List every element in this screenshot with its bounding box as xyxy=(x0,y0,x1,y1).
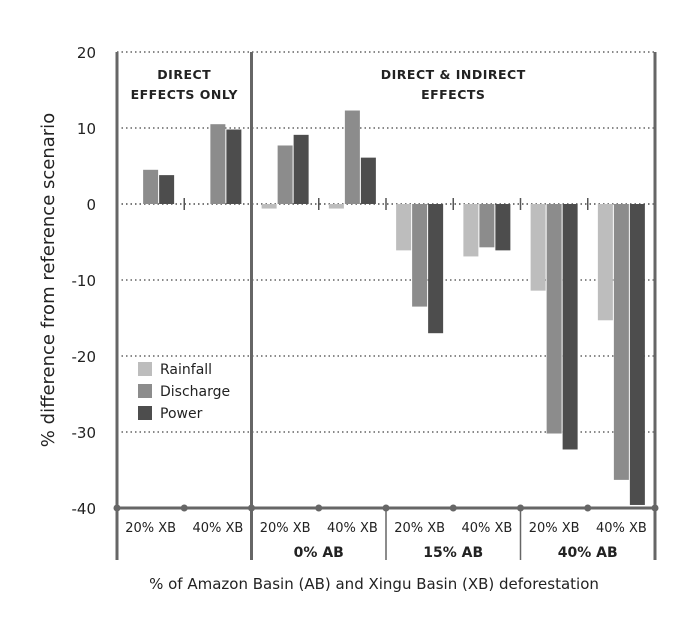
x-tick-label: 40% XB xyxy=(461,521,512,536)
bar-rainfall-2 xyxy=(261,204,277,209)
axis-dot xyxy=(584,504,592,512)
bar-power-3 xyxy=(360,157,376,204)
y-tick-label: 0 xyxy=(86,196,96,214)
bar-discharge-0 xyxy=(143,169,159,204)
group-label: 15% AB xyxy=(423,545,483,561)
x-tick-label: 20% XB xyxy=(260,521,311,536)
legend-label: Rainfall xyxy=(160,362,212,378)
bar-power-4 xyxy=(428,204,444,334)
bar-discharge-3 xyxy=(344,110,360,204)
y-tick-label: 10 xyxy=(77,120,96,138)
bar-discharge-5 xyxy=(479,204,495,248)
bar-discharge-2 xyxy=(277,145,293,204)
bar-rainfall-5 xyxy=(463,204,479,257)
axis-dot xyxy=(449,504,457,512)
axis-dot xyxy=(517,504,524,512)
bar-rainfall-7 xyxy=(597,204,613,321)
x-tick-label: 20% XB xyxy=(529,521,580,536)
bar-power-1 xyxy=(226,129,242,204)
y-tick-label: -20 xyxy=(72,348,97,366)
y-tick-label: -30 xyxy=(72,424,97,442)
panel-title-line2: EFFECTS ONLY xyxy=(131,87,239,102)
x-axis-label: % of Amazon Basin (AB) and Xingu Basin (… xyxy=(149,575,599,593)
x-tick-label: 20% XB xyxy=(394,521,445,536)
y-tick-label: -10 xyxy=(72,272,97,290)
legend-label: Power xyxy=(160,406,203,422)
bar-power-5 xyxy=(495,204,511,251)
legend-swatch-power xyxy=(138,406,152,420)
group-label: 40% AB xyxy=(558,545,618,561)
bar-discharge-7 xyxy=(613,204,629,480)
axis-dot xyxy=(113,504,121,512)
panel-title-line2: EFFECTS xyxy=(421,87,485,102)
y-tick-label: -40 xyxy=(72,500,97,518)
bar-discharge-1 xyxy=(210,124,226,204)
group-label: 0% AB xyxy=(294,545,344,561)
x-tick-label: 20% XB xyxy=(125,521,176,536)
x-tick-label: 40% XB xyxy=(596,521,647,536)
bar-discharge-4 xyxy=(412,204,428,307)
bar-power-6 xyxy=(562,204,578,450)
bar-power-2 xyxy=(293,134,309,204)
x-tick-label: 40% XB xyxy=(192,521,243,536)
axis-dot xyxy=(315,504,323,512)
legend-swatch-rainfall xyxy=(138,362,152,376)
axis-dot xyxy=(248,504,255,512)
bar-rainfall-4 xyxy=(396,204,412,251)
x-tick-label: 40% XB xyxy=(327,521,378,536)
bar-power-0 xyxy=(159,175,175,204)
axis-dot xyxy=(651,504,659,512)
panel-title-line1: DIRECT & INDIRECT xyxy=(381,67,526,82)
bar-discharge-6 xyxy=(546,204,562,434)
y-tick-label: 20 xyxy=(77,44,96,62)
panel-title-line1: DIRECT xyxy=(157,67,211,82)
bar-rainfall-6 xyxy=(530,204,546,291)
bar-power-7 xyxy=(629,204,645,505)
axis-dot xyxy=(180,504,188,512)
legend-swatch-discharge xyxy=(138,384,152,398)
bar-rainfall-3 xyxy=(328,204,344,209)
legend-label: Discharge xyxy=(160,384,230,400)
axis-dot xyxy=(382,504,390,512)
y-axis-label: % difference from reference scenario xyxy=(38,113,59,447)
